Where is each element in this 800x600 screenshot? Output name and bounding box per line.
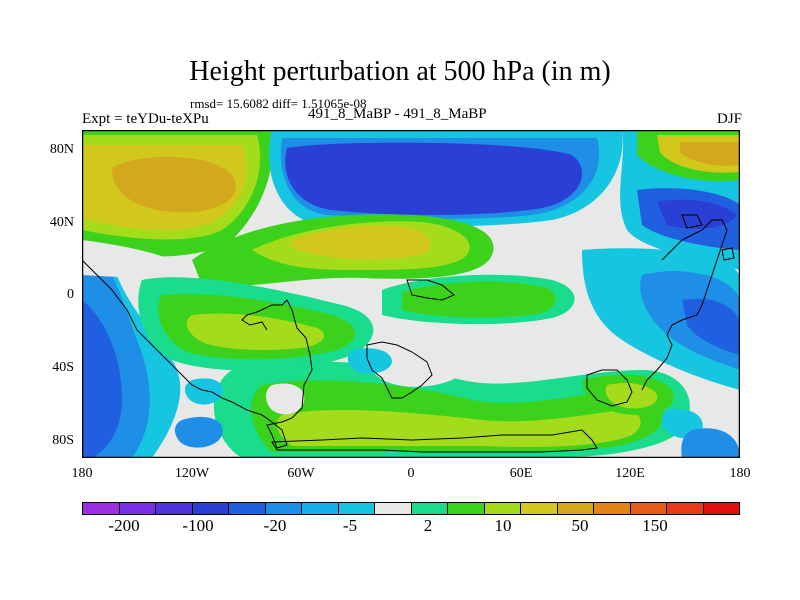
fill-cyan-south-center (347, 348, 392, 374)
fill-yellowgreen-west-tropics (186, 313, 325, 350)
lon-tick-label: 120E (615, 466, 645, 481)
fill-darkblue-ne (657, 199, 737, 229)
lon-tick-label: 120W (174, 466, 210, 481)
fill-yellow-midlat (290, 225, 431, 260)
fill-neutral-east-south (540, 348, 612, 375)
stats-line: rmsd= 15.6082 diff= 1.51065e-08 (190, 96, 367, 111)
case-label: 491_8_MaBP - 491_8_MaBP (308, 106, 487, 122)
fill-darkblue-sw (82, 300, 122, 458)
colorbar-swatch (411, 503, 448, 514)
season-label: DJF (716, 111, 742, 127)
experiment-label: Expt = teYDu-teXPu (82, 111, 209, 127)
colorbar-swatch (119, 503, 156, 514)
plot-frame (82, 130, 740, 458)
fill-orange-ne (680, 142, 740, 166)
colorbar-label: -200 (108, 516, 140, 535)
colorbar-swatch (448, 503, 485, 514)
colorbar-swatch (667, 503, 704, 514)
colorbar-label: 50 (571, 516, 589, 535)
lon-tick-label: 0 (407, 466, 415, 481)
colorbar-swatch (484, 503, 521, 514)
fill-darkblue-north (285, 142, 582, 215)
colorbar-label: 10 (494, 516, 512, 535)
colorbar-swatch (338, 503, 375, 514)
lon-tick-label: 180 (729, 466, 751, 481)
coastline-arabia (406, 279, 455, 301)
coastline-east-asia (641, 219, 728, 391)
plot-title: Height perturbation at 500 hPa (in m) (189, 56, 611, 87)
colorbar-label: -20 (263, 516, 287, 535)
colorbar-swatch (521, 503, 558, 514)
colorbar (82, 502, 740, 515)
fill-yellowgreen-south (276, 410, 641, 447)
colorbar-swatch (229, 503, 266, 514)
coastline-pacific-islands (681, 214, 735, 261)
colorbar-label: -100 (182, 516, 214, 535)
coastline-americas (82, 259, 313, 449)
colorbar-swatch (265, 503, 302, 514)
fill-neutral-west (82, 240, 192, 278)
fill-neutral-center (368, 322, 476, 387)
lon-tick-label: 60W (287, 466, 315, 481)
colorbar-label: 2 (423, 516, 433, 535)
lat-tick-label: 40S (52, 360, 74, 375)
colorbar-swatch (594, 503, 631, 514)
colorbar-swatch (630, 503, 667, 514)
fill-midblue-east-tropics (682, 298, 740, 355)
lat-tick-label: 40N (49, 215, 74, 230)
lon-tick-label: 60E (509, 466, 533, 481)
coastline-africa (366, 341, 433, 399)
colorbar-swatch (192, 503, 229, 514)
colorbar-swatch (302, 503, 339, 514)
colorbar-swatch (557, 503, 594, 514)
fill-orange-nw (112, 156, 236, 213)
coastlines (82, 214, 735, 453)
lon-tick-label: 180 (71, 466, 93, 481)
coastline-antarctica (271, 429, 598, 453)
colorbar-swatch (703, 503, 739, 514)
colorbar-swatch (83, 503, 120, 514)
colorbar-swatch (156, 503, 193, 514)
colorbar-swatch (375, 503, 412, 514)
coastline-australia (586, 369, 633, 407)
lat-tick-label: 80N (49, 142, 74, 157)
fill-green-equator (402, 281, 556, 318)
lat-tick-label: 80S (52, 433, 74, 448)
fill-cyan-southwest (184, 378, 223, 405)
colorbar-label: 150 (642, 516, 668, 535)
fill-yellow-southeast (605, 383, 658, 409)
fill-blue-southwest (174, 416, 223, 448)
colorbar-label: -5 (342, 516, 358, 535)
contour-map (82, 130, 740, 458)
fill-neutral-south-small (266, 383, 305, 415)
fill-blue-bottom-right (681, 428, 740, 458)
lat-tick-label: 0 (67, 287, 74, 302)
